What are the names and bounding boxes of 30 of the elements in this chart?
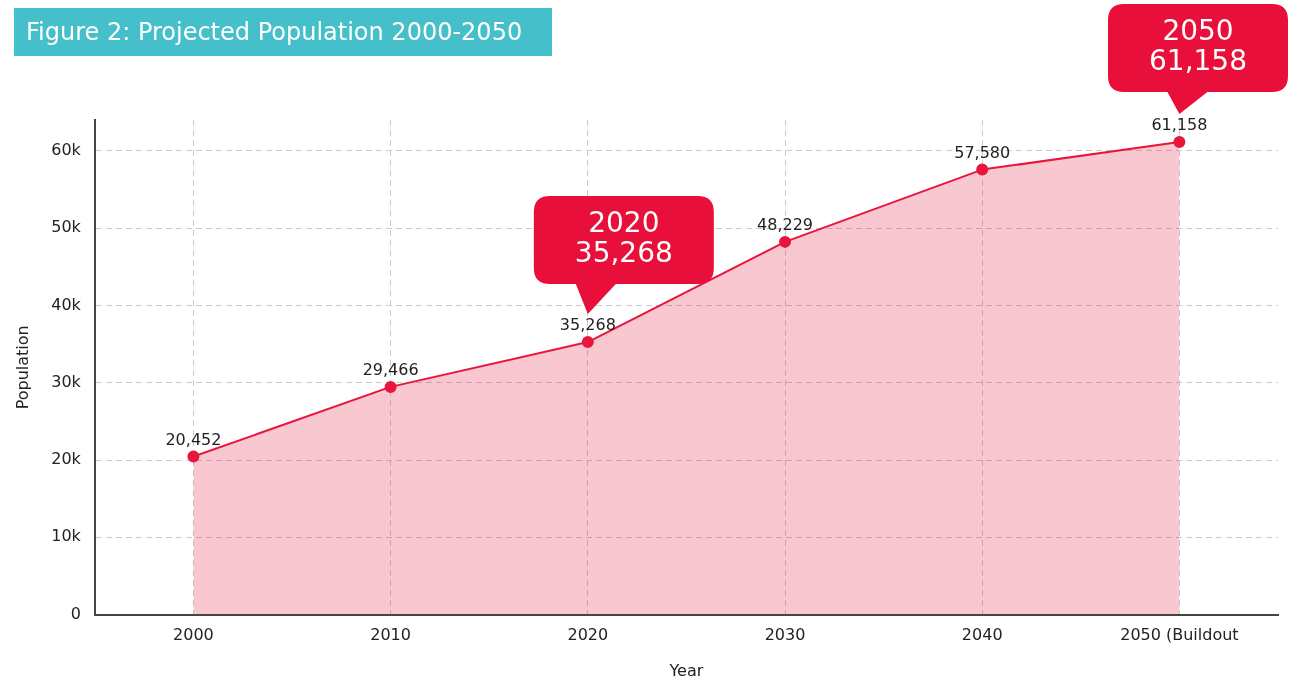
x-tick-label: 2040	[961, 625, 1003, 645]
y-tick-label: 50k	[51, 217, 82, 237]
annotation: 2020 35,268	[574, 206, 673, 270]
data-label: 48,229	[757, 215, 813, 235]
y-tick-label: 10k	[51, 526, 82, 546]
x-tick-label: 2050 (Buildout	[1120, 625, 1239, 645]
point	[384, 380, 397, 393]
x-tick-label: 2030	[764, 625, 806, 645]
point	[976, 163, 989, 176]
y-tick-label: 60k	[51, 140, 82, 160]
x-tick-label: 2010	[370, 625, 411, 645]
y-tick-label: 40k	[51, 294, 82, 314]
y-tick-label: 30k	[51, 371, 82, 391]
point	[1173, 135, 1186, 148]
data-label: 29,466	[362, 360, 419, 380]
y-tick-label: 20k	[51, 449, 82, 469]
y-axis-title: Population	[12, 325, 32, 410]
chart-title: Figure 2: Projected Population 2000-2050	[14, 8, 553, 56]
x-axis-title: Year	[668, 660, 704, 680]
annotation: 2050 61,158	[1149, 14, 1247, 78]
x-tick-label: 2000	[173, 625, 214, 645]
data-label: 57,580	[954, 142, 1011, 162]
data-label: 35,268	[559, 315, 616, 335]
data-label: 20,452	[165, 429, 222, 449]
y-tick-label: 0	[70, 603, 81, 623]
x-tick-label: 2020	[567, 625, 609, 645]
point	[187, 450, 200, 463]
point	[779, 235, 792, 248]
point	[581, 336, 594, 349]
data-label: 61,158	[1151, 115, 1208, 135]
